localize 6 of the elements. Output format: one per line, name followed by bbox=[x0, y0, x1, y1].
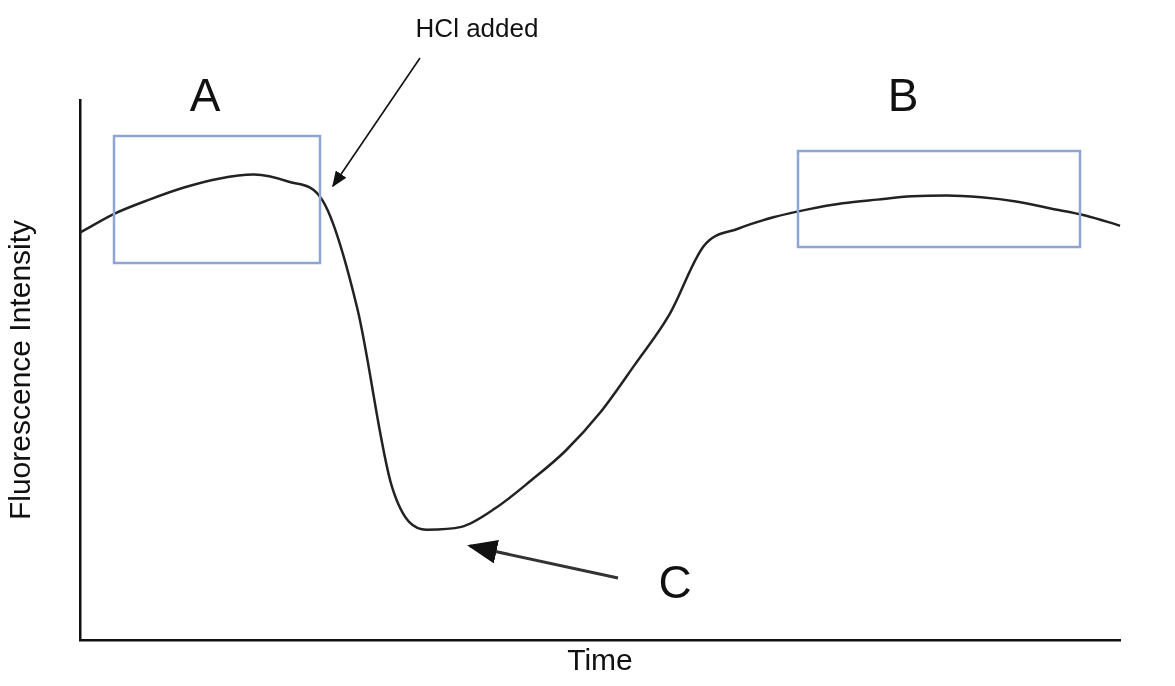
annotation: C bbox=[658, 555, 692, 608]
text: B bbox=[887, 68, 919, 121]
text: HCl added bbox=[415, 13, 539, 44]
x-axis-title: Time bbox=[567, 643, 633, 677]
y-axis-title: Fluorescence Intensity bbox=[3, 219, 37, 521]
text: A bbox=[189, 68, 221, 121]
